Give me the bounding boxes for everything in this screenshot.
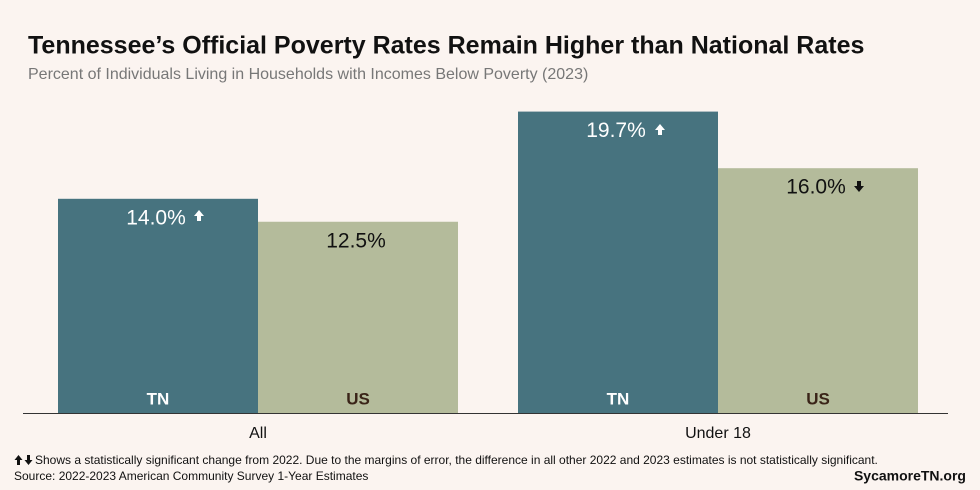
footnote: Shows a statistically significant change… [35, 453, 878, 467]
value-label: 12.5% [326, 229, 386, 252]
up-arrow [655, 124, 665, 135]
up-arrow [14, 455, 23, 465]
value-label: 14.0% [126, 206, 186, 229]
value-label: 16.0% [786, 176, 846, 199]
plot-area: All 14.0% TN 12.5% US Under 18 19.7% TN 16.0% US [58, 111, 918, 442]
value-label: 19.7% [586, 119, 646, 142]
chart-title: Tennessee’s Official Poverty Rates Remai… [28, 32, 864, 60]
bar [258, 221, 458, 413]
down-arrow [24, 455, 33, 465]
bar [58, 198, 258, 413]
x-tick-label: All [249, 425, 267, 442]
series-label: US [346, 389, 370, 408]
source: Source: 2022-2023 American Community Sur… [14, 469, 368, 483]
x-tick-label: Under 18 [685, 425, 751, 442]
bar [718, 168, 918, 413]
up-arrow [194, 210, 204, 221]
brand: SycamoreTN.org [854, 468, 966, 484]
down-arrow [854, 181, 864, 192]
bar [518, 111, 718, 413]
series-label: TN [147, 389, 170, 408]
series-label: US [806, 389, 830, 408]
chart-subtitle: Percent of Individuals Living in Househo… [28, 66, 588, 83]
series-label: TN [607, 389, 630, 408]
